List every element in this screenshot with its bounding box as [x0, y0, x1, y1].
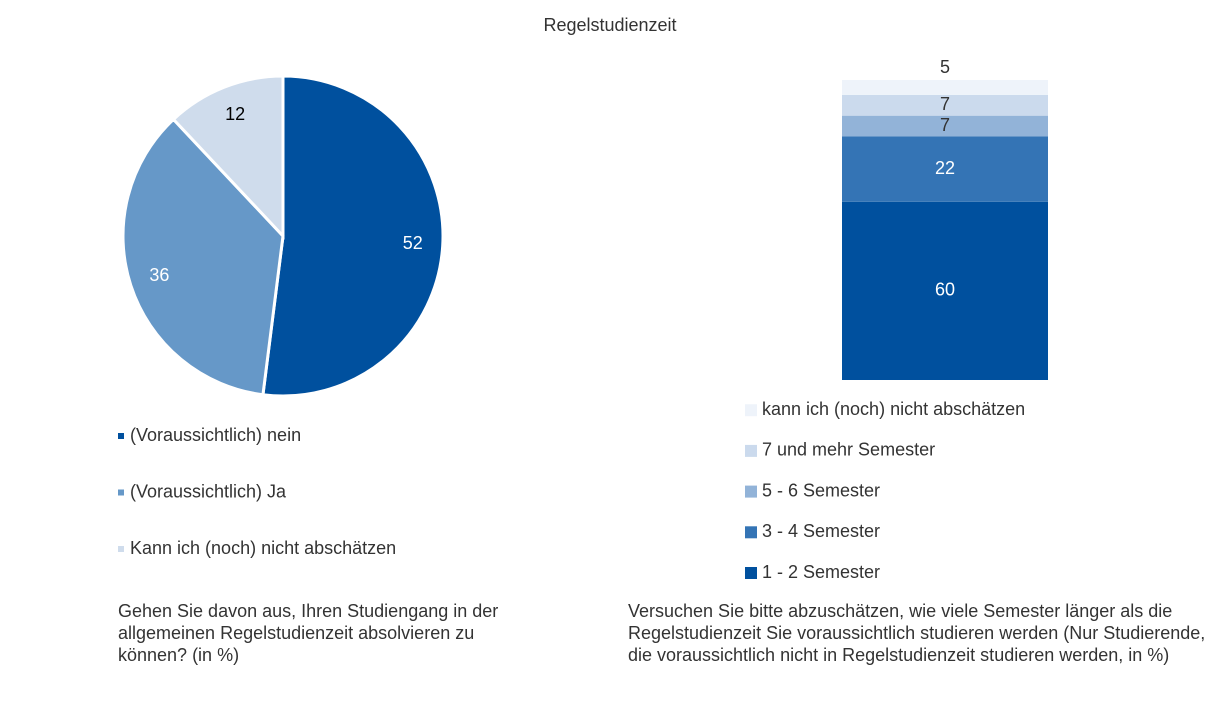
- data-label: 7: [940, 115, 950, 135]
- legend-label: (Voraussichtlich) nein: [130, 425, 301, 445]
- legend-label: 3 - 4 Semester: [762, 521, 880, 541]
- caption: Versuchen Sie bitte abzuschätzen, wie vi…: [628, 601, 1206, 665]
- caption: Gehen Sie davon aus, Ihren Studiengang i…: [118, 601, 499, 665]
- legend-marker: [118, 433, 124, 439]
- data-label: 7: [940, 94, 950, 114]
- legend-marker: [745, 404, 757, 417]
- data-label: 12: [225, 104, 245, 124]
- bar-segment: [842, 94, 1048, 116]
- legend-label: 1 - 2 Semester: [762, 562, 880, 582]
- legend-label: kann ich (noch) nicht abschätzen: [762, 399, 1025, 419]
- legend-marker: [745, 526, 757, 539]
- data-label: 5: [940, 57, 950, 77]
- legend-marker: [118, 489, 124, 496]
- legend-marker: [745, 485, 757, 498]
- pie-slice: [171, 74, 285, 240]
- legend-marker: [745, 444, 757, 457]
- data-label: 22: [935, 158, 955, 178]
- legend-label: (Voraussichtlich) Ja: [130, 481, 287, 501]
- legend-marker: [118, 546, 124, 552]
- data-label: 36: [149, 265, 169, 285]
- legend-label: Kann ich (noch) nicht abschätzen: [130, 538, 396, 558]
- data-label: 60: [935, 280, 955, 300]
- pie-slice: [121, 117, 285, 397]
- pie-slice: [261, 74, 445, 398]
- bar-segment: [842, 136, 1048, 202]
- bar-segment: [842, 115, 1048, 137]
- legend-label: 5 - 6 Semester: [762, 480, 880, 500]
- legend-label: 7 und mehr Semester: [762, 440, 935, 460]
- bar-segment: [842, 80, 1048, 95]
- data-label: 52: [403, 233, 423, 253]
- bar-segment: [842, 201, 1048, 380]
- legend-marker: [745, 567, 757, 579]
- chart-title: Regelstudienzeit: [543, 15, 676, 35]
